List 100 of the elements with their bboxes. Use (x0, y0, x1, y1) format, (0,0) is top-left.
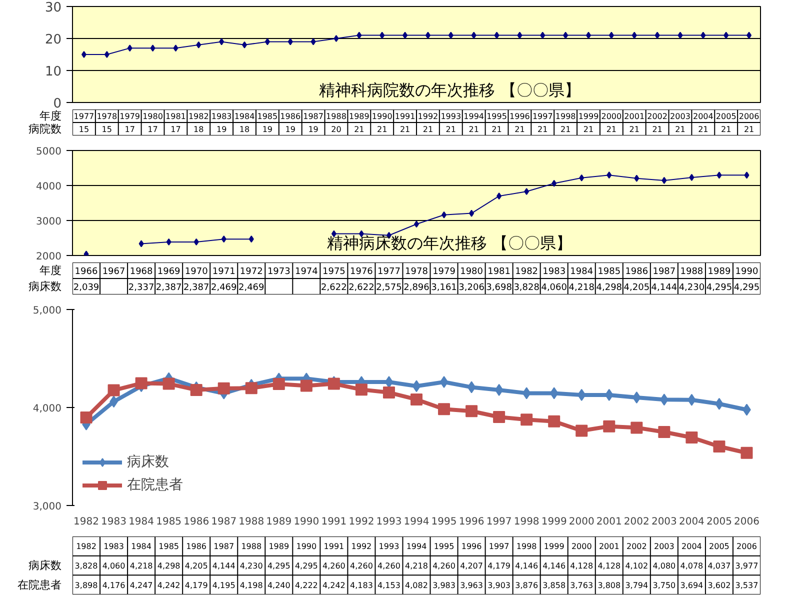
category-label: 1973 (267, 267, 290, 277)
x-tick-label: 1996 (461, 542, 482, 552)
data-label: 4,247 (130, 580, 153, 590)
category-label: 1990 (735, 267, 758, 277)
text: 精神病床数の年次推移 【〇〇県】 (326, 233, 572, 252)
point (494, 384, 504, 396)
category-label: 1991 (321, 516, 347, 528)
category-label: 1989 (266, 516, 292, 528)
data-label: 20 (331, 125, 342, 134)
category-label: 1990 (372, 112, 392, 121)
data-label: 4,037 (708, 562, 731, 570)
category-label: 1985 (257, 112, 278, 121)
category-label: 1978 (96, 112, 118, 121)
point (108, 384, 120, 396)
category-label: 1975 (322, 267, 346, 277)
point (173, 44, 178, 52)
category-label: 1968 (130, 267, 153, 277)
x-tick-label: 2000 (571, 542, 592, 552)
data-label: 4,144 (651, 283, 678, 293)
category-label: 2004 (692, 112, 714, 121)
category-label: 1983 (211, 112, 232, 121)
x-tick-label: 1998 (516, 542, 537, 552)
x-tick-label: 1986 (186, 542, 207, 552)
data-label: 4,146 (515, 562, 538, 570)
category-label: 1982 (74, 516, 99, 528)
point (194, 238, 199, 246)
point (245, 382, 258, 394)
data-label: 19 (285, 125, 296, 134)
point (135, 377, 148, 390)
x-tick-label: 1997 (488, 542, 510, 552)
data-label: 3,808 (598, 580, 621, 590)
point (471, 32, 476, 39)
category-label: 1976 (350, 267, 373, 277)
category-label: 2002 (647, 112, 668, 121)
y-tick-label: 0 (53, 96, 62, 112)
point (678, 32, 683, 39)
point (606, 172, 612, 179)
category-label: 1989 (348, 112, 370, 121)
category-label: 2004 (678, 516, 704, 528)
text: 在院患者 (18, 578, 62, 592)
data-label: 21 (400, 125, 410, 134)
point (662, 176, 667, 184)
point (80, 411, 92, 424)
data-label: 3,898 (74, 580, 98, 590)
category-label: 1990 (294, 516, 320, 528)
data-label: 4,295 (706, 283, 732, 293)
point (150, 44, 156, 52)
category-label: 1980 (460, 267, 483, 277)
x-tick-label: 2001 (598, 542, 620, 552)
data-label: 21 (629, 125, 640, 134)
data-label: 2,387 (183, 283, 210, 293)
category-label: 1982 (188, 112, 209, 121)
y-tick-label: 30 (44, 0, 62, 16)
y-tick-label: 2000 (36, 252, 62, 262)
data-label: 4,176 (102, 580, 126, 590)
data-label: 4,218 (130, 562, 153, 570)
data-label: 4,298 (157, 562, 180, 570)
x-tick-label: 1988 (241, 542, 262, 552)
x-tick-label: 1987 (214, 542, 234, 552)
data-label: 19 (262, 125, 273, 134)
data-label: 2,469 (238, 283, 265, 293)
text: 病床数 (28, 280, 62, 293)
category-label: 1977 (74, 112, 94, 121)
data-label: 4,153 (378, 580, 400, 590)
category-label: 1986 (625, 267, 648, 277)
data-label: 3,602 (708, 580, 731, 590)
data-label: 2,337 (128, 283, 154, 293)
category-label: 2005 (706, 516, 732, 528)
data-label: 21 (721, 125, 732, 134)
data-label: 3,161 (431, 283, 457, 293)
point (288, 38, 293, 46)
category-label: 1997 (486, 516, 512, 528)
point (552, 180, 557, 187)
category-label: 1974 (294, 267, 318, 277)
y-tick-label: 5,000 (32, 306, 62, 316)
data-label: 3,977 (735, 562, 758, 570)
point (221, 236, 226, 243)
category-label: 1983 (101, 516, 127, 528)
data-label: 3,537 (735, 580, 758, 590)
point (219, 38, 224, 46)
data-label: 21 (538, 125, 548, 134)
point (604, 388, 614, 401)
point (632, 32, 637, 39)
data-label: 2,387 (156, 283, 182, 293)
point (104, 51, 110, 58)
data-label: 21 (514, 125, 525, 134)
data-label: 4,260 (378, 562, 400, 570)
point (190, 384, 202, 396)
data-label: 19 (308, 125, 318, 134)
data-label: 21 (422, 125, 434, 134)
point (355, 384, 368, 396)
x-tick-label: 1995 (434, 542, 454, 552)
y-tick-label: 3000 (36, 216, 62, 228)
point (382, 386, 395, 399)
category-label: 2001 (596, 516, 622, 528)
y-tick-label: 3,000 (32, 502, 62, 512)
category-label: 1971 (212, 267, 236, 277)
data-label: 17 (124, 125, 135, 134)
data-label: 4,207 (460, 562, 483, 570)
point (81, 51, 86, 58)
